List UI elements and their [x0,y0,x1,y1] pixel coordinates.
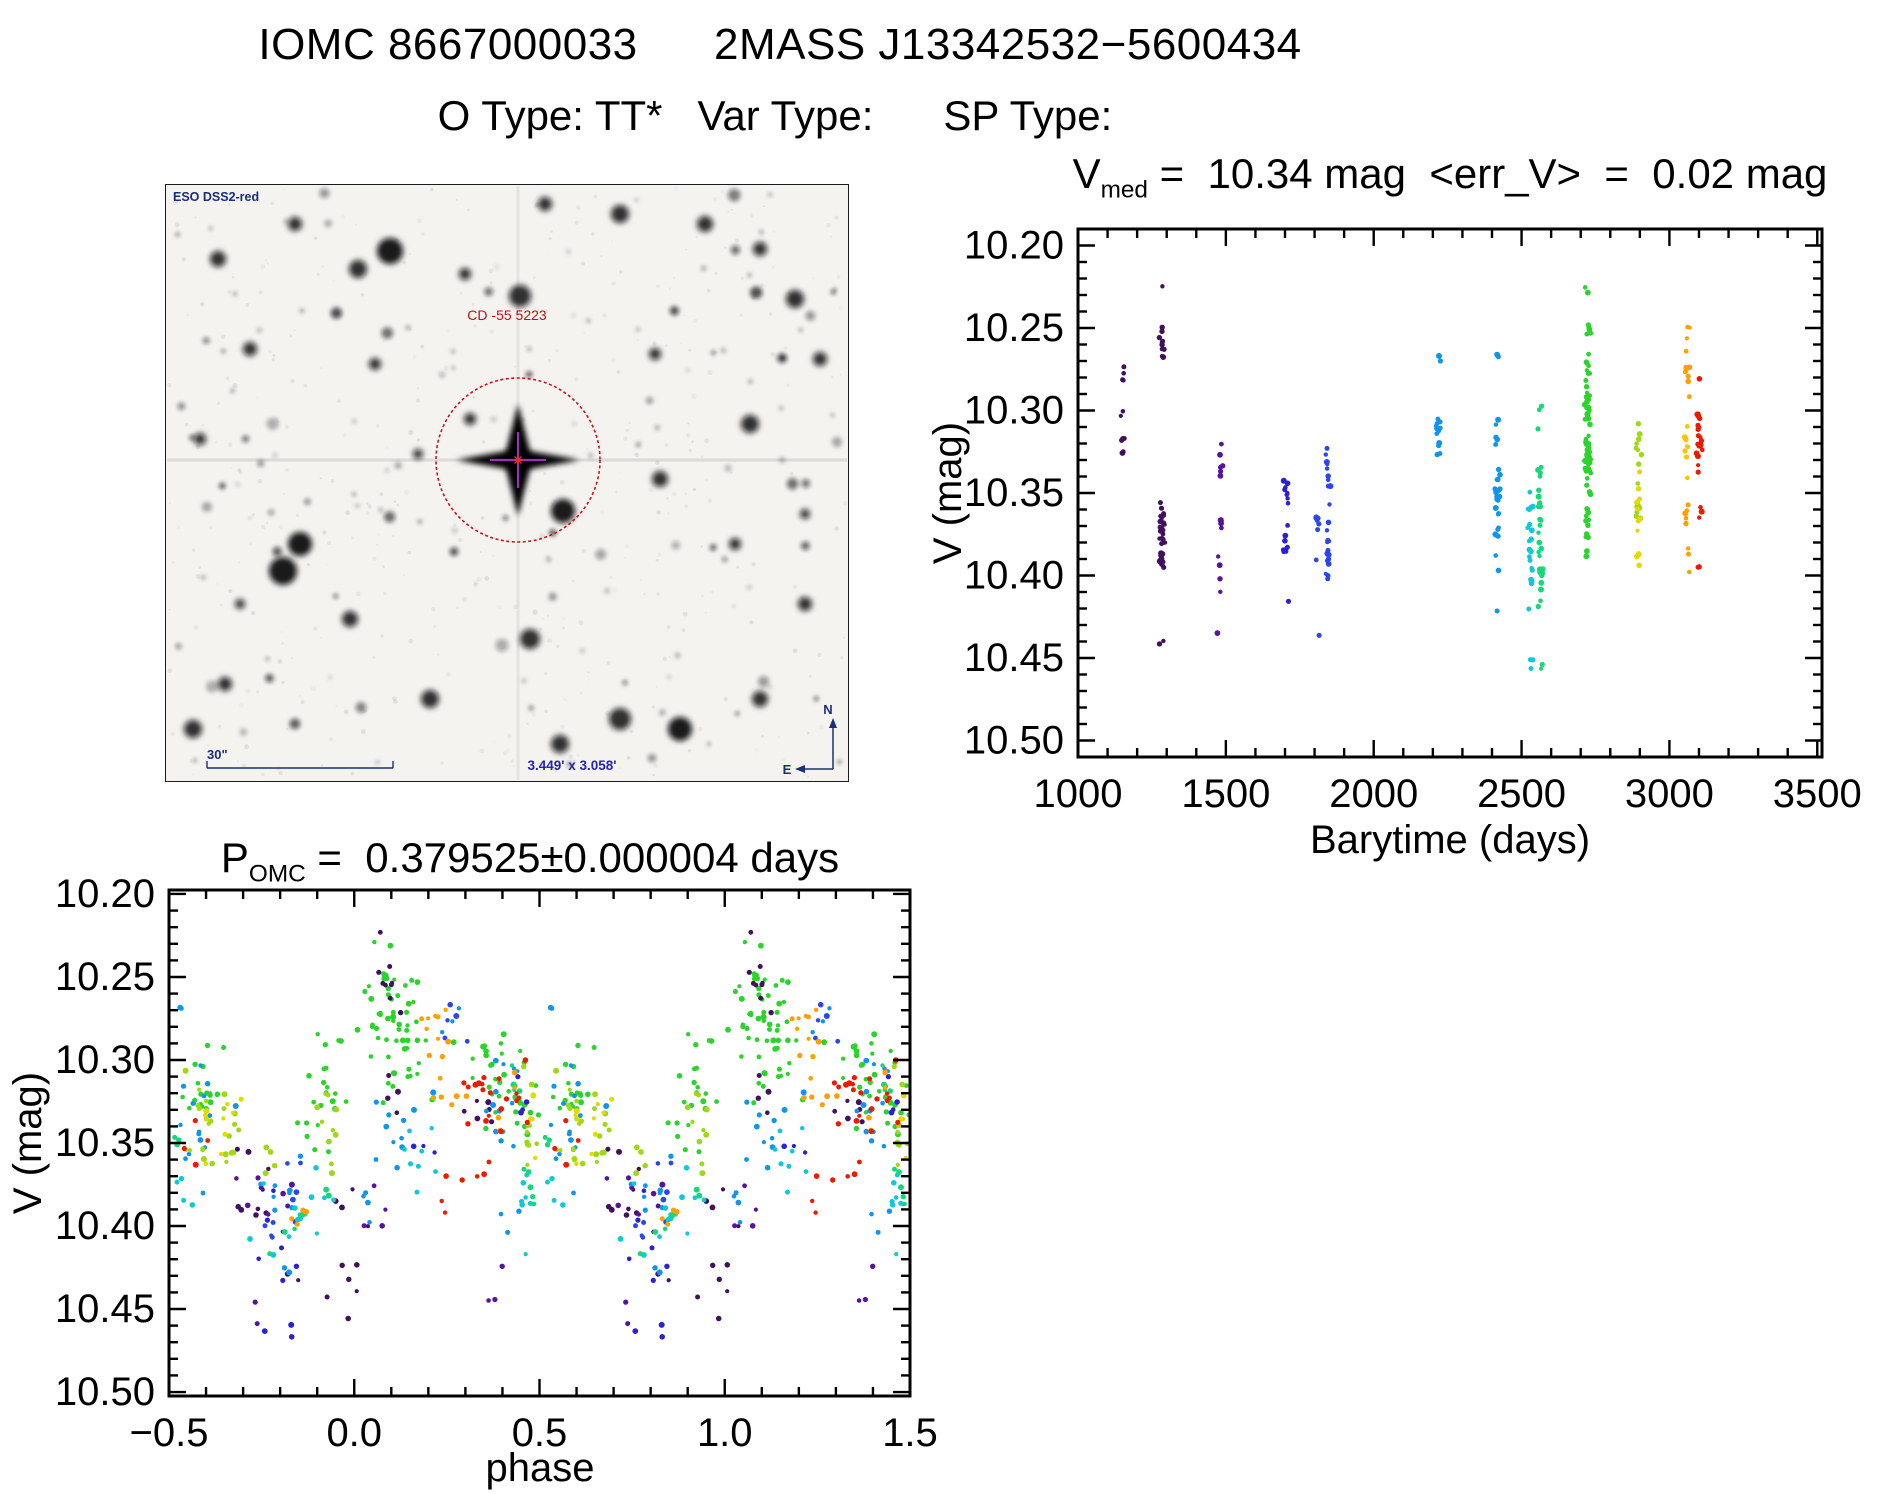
scalebar-label: 30" [207,747,228,762]
lightcurve_time-ytick-label: 10.50 [964,719,1064,763]
lightcurve_time-xtick-label: 3000 [1625,772,1714,816]
lightcurve_phase-ytick-label: 10.40 [55,1204,155,1248]
vmed-title-rest: = 10.34 mag <err_V> = 0.02 mag [1147,150,1828,197]
lightcurve_time-points [1118,284,1705,671]
lightcurve_phase-ytick-label: 10.35 [55,1121,155,1165]
lightcurve_time-ytick-label: 10.30 [964,389,1064,433]
lightcurve_time-xtick-label: 2500 [1477,772,1566,816]
target-marker-icon [514,456,522,464]
compass-e-label: E [783,762,792,777]
lightcurve_phase-xtick-label: 1.5 [882,1411,938,1455]
finder-background [165,184,849,782]
lightcurve_time-xtick-label: 1000 [1034,772,1123,816]
period-title-sub: OMC [248,860,306,888]
lightcurve_time-plot: 1000 1500 2000 2500 3000 3500 10.20 10.25 10.30 1… [964,224,1862,817]
page-subtitle: O Type: TT* Var Type: SP Type: [437,92,1113,139]
time-plot-ylabel: V (mag) [926,421,970,565]
lightcurve_time-ytick-label: 10.40 [964,554,1064,598]
phase-plot-ylabel: V (mag) [6,1071,50,1215]
finder-bright-stars [184,197,827,753]
period-title: POMC = 0.379525±0.000004 days [150,834,910,888]
finder-chart-image: ESO DSS2-red CD -55 5223 30" 3.449' x 3.058… [165,184,849,782]
lightcurve_phase-xtick-label: 0.5 [512,1411,568,1455]
period-title-rest: = 0.379525±0.000004 days [305,834,840,881]
vmed-title: Vmed = 10.34 mag <err_V> = 0.02 mag [1060,150,1840,204]
lightcurve_time-ytick-label: 10.20 [964,224,1064,268]
lightcurve_phase-xtick-label: 1.0 [697,1411,753,1455]
lightcurve_time-frame [1076,227,1824,759]
lightcurve_time-ytick-label: 10.45 [964,636,1064,680]
lightcurve_time-ytick-label: 10.35 [964,471,1064,515]
aperture-circle [435,377,601,543]
compass-icon [795,718,837,773]
time-plot-xlabel: Barytime (days) [1309,818,1591,862]
lightcurve_phase-plot: −0.5 0.0 0.5 1.0 1.5 10.20 10.25 10.30 10.35 10.4… [55,872,938,1455]
lightcurve_phase-ytick-label: 10.30 [55,1038,155,1082]
target-name-label: CD -55 5223 [467,307,547,323]
lightcurve_time-xtick-label: 3500 [1773,772,1862,816]
lightcurve_time-xtick-label: 1500 [1181,772,1270,816]
lightcurve_phase-ytick-label: 10.45 [55,1287,155,1331]
lightcurve_phase-points [172,929,909,1340]
lightcurve_time-ytick-label: 10.25 [964,306,1064,350]
lightcurve_phase-ytick-label: 10.50 [55,1370,155,1414]
lightcurve_phase-frame [167,888,912,1398]
lightcurve_phase-ytick-label: 10.20 [55,872,155,916]
lightcurve_phase-xtick-label: 0.0 [326,1411,382,1455]
fov-size-label: 3.449' x 3.058' [528,758,617,773]
compass-n-label: N [823,702,832,717]
vmed-title-prefix: V [1072,150,1101,197]
page-title: IOMC 8667000033 2MASS J13342532−5600434 [258,20,1302,69]
lightcurve_phase-xtick-label: −0.5 [130,1411,209,1455]
finder-noise [167,187,848,778]
lightcurve_time-xtick-label: 2000 [1329,772,1418,816]
survey-label: ESO DSS2-red [173,190,259,204]
period-title-prefix: P [220,834,249,881]
finder-field-stars [175,188,843,768]
vmed-title-sub: med [1100,176,1148,204]
lightcurve_phase-ytick-label: 10.25 [55,955,155,999]
phase-plot-xlabel: phase [485,1446,595,1490]
